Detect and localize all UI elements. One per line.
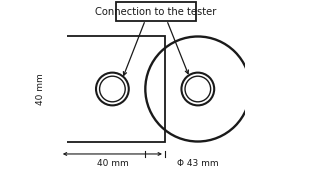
Text: Φ 43 mm: Φ 43 mm bbox=[177, 159, 219, 168]
Text: Connection to the tester: Connection to the tester bbox=[95, 7, 217, 17]
Bar bbox=[60, 36, 165, 142]
FancyBboxPatch shape bbox=[116, 2, 196, 21]
Text: 40 mm: 40 mm bbox=[96, 159, 128, 168]
Text: 40 mm: 40 mm bbox=[36, 73, 45, 105]
